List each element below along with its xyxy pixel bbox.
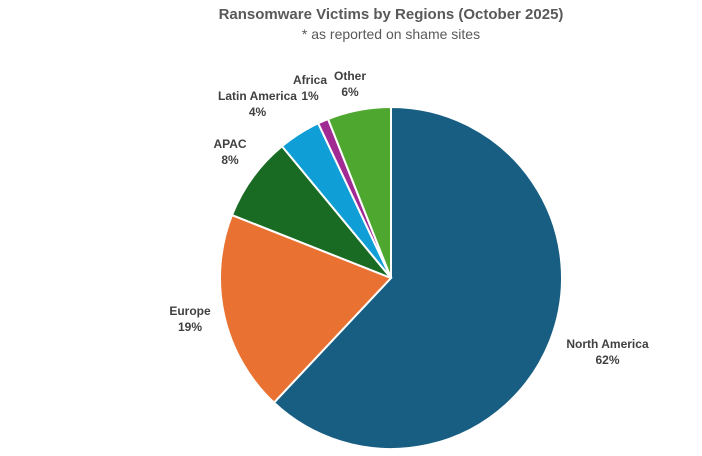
label-text: Europe xyxy=(169,304,211,318)
label-text: North America xyxy=(566,337,649,351)
label-text: APAC xyxy=(213,137,247,151)
label-africa: Africa 1% xyxy=(285,72,335,104)
label-text: Other xyxy=(333,69,366,83)
label-text: Africa xyxy=(292,73,327,87)
label-value: 4% xyxy=(248,105,267,119)
label-value: 1% xyxy=(301,89,319,103)
label-latin-america: Latin America 4% xyxy=(210,88,305,120)
pie-slice-other xyxy=(326,105,392,279)
label-value: 6% xyxy=(341,85,359,99)
label-other: Other 6% xyxy=(325,68,375,100)
label-text: Latin America xyxy=(218,89,297,103)
label-europe: Europe 19% xyxy=(155,303,225,335)
label-value: 19% xyxy=(177,320,203,334)
label-value: 8% xyxy=(221,153,239,167)
label-value: 62% xyxy=(595,353,620,367)
pie-slice-north-america xyxy=(272,105,563,450)
label-north-america: North America 62% xyxy=(555,336,660,368)
label-apac: APAC 8% xyxy=(200,136,260,168)
chart-subtitle: * as reported on shame sites xyxy=(301,26,481,42)
chart-title: Ransomware Victims by Regions (October 2… xyxy=(218,6,564,23)
